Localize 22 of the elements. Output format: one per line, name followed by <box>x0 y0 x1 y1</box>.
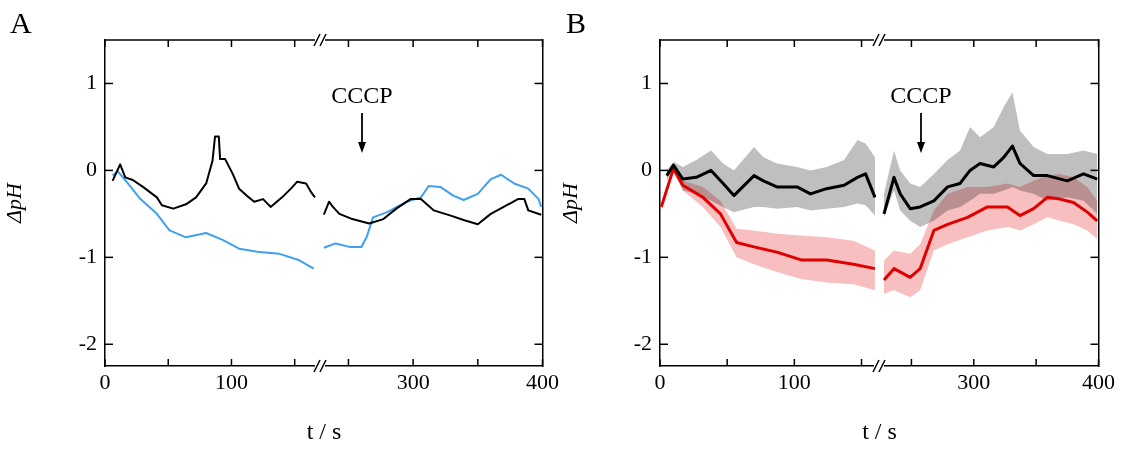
annotation: CCCP <box>890 82 952 108</box>
chart-title: B <box>566 6 587 39</box>
x-tick-label: 400 <box>526 368 559 394</box>
y-tick-label: -2 <box>78 330 97 356</box>
y-axis-title: ΔpH <box>556 181 582 224</box>
y-tick-label: 0 <box>86 156 97 182</box>
y-tick-label: -2 <box>633 330 652 356</box>
annotation: CCCP <box>331 82 393 108</box>
y-tick-label: 0 <box>641 156 652 182</box>
y-tick-label: 1 <box>641 69 652 95</box>
chart-title: A <box>10 6 32 39</box>
x-axis-title: t / s <box>861 418 898 445</box>
x-tick-label: 300 <box>957 368 991 394</box>
x-tick-label: 100 <box>777 368 811 394</box>
x-tick-label: 400 <box>1082 368 1115 394</box>
y-tick-label: -1 <box>78 243 97 269</box>
x-tick-label: 300 <box>396 368 430 394</box>
y-tick-label: -1 <box>633 243 652 269</box>
y-tick-label: 1 <box>86 69 97 95</box>
x-axis-title: t / s <box>305 418 343 445</box>
y-axis-title: ΔpH <box>0 181 26 224</box>
x-tick-label: 100 <box>214 368 248 394</box>
